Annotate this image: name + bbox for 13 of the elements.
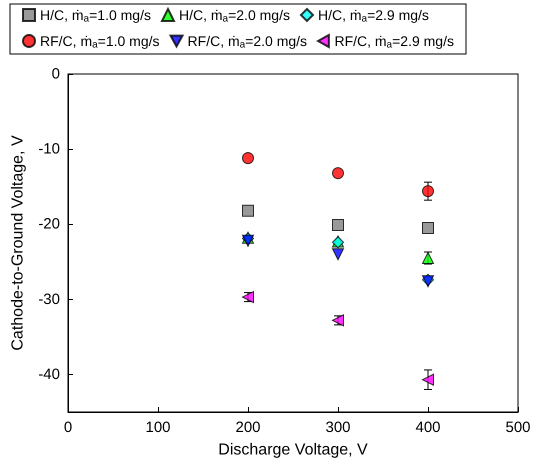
y-tick-label: -20 [38,216,60,233]
x-axis-title: Discharge Voltage, V [218,442,368,458]
x-tick-label: 300 [325,419,351,436]
y-axis-title: Cathode-to-Ground Voltage, V [10,135,26,351]
x-tick-label: 400 [415,419,441,436]
x-tick-label: 100 [145,419,171,436]
y-tick-label: -30 [38,290,60,308]
x-tick-label: 200 [235,419,261,436]
x-tick-label: 0 [64,419,72,436]
y-tick-label: 0 [52,66,60,82]
y-tick-label: -40 [38,366,60,383]
y-tick-label: -10 [38,140,60,158]
x-tick-label: 500 [505,419,531,436]
